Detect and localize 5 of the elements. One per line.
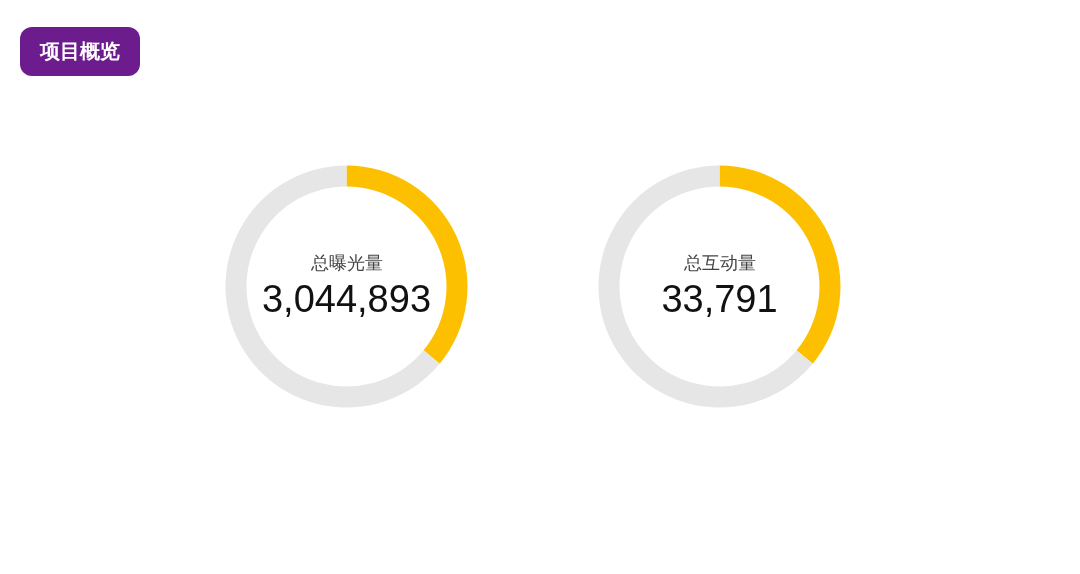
text: 33,791 xyxy=(661,278,778,320)
text: 3,044,893 xyxy=(261,278,432,320)
text: 总互动量 xyxy=(682,252,756,273)
text: 项目概览 xyxy=(20,27,140,76)
text: 总曝光量 xyxy=(309,252,383,273)
